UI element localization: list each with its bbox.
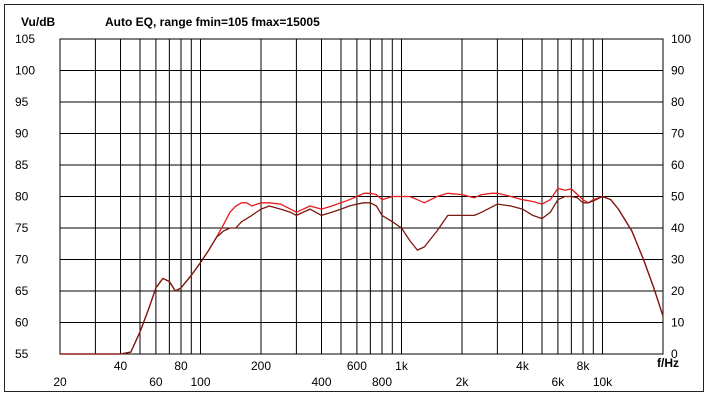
y-tick-label-left: 55 <box>15 347 29 361</box>
tick-labels: 55 60 65 70 75 80 85 90 95 100 105 0 10 20 30 40 50 60 70 8… <box>15 32 691 389</box>
chart-frame: 55 60 65 70 75 80 85 90 95 100 105 0 10 20 30 40 50 60 70 8… <box>4 4 704 392</box>
x-tick-label: 800 <box>372 375 392 389</box>
y-tick-label-left: 80 <box>15 190 29 204</box>
y-tick-label-left: 105 <box>15 32 35 46</box>
y-tick-label-right: 60 <box>671 158 685 172</box>
x-tick-label: 8k <box>577 359 591 373</box>
y-tick-label-left: 60 <box>15 316 29 330</box>
x-tick-label: 20 <box>53 375 67 389</box>
y-tick-label-right: 0 <box>671 347 678 361</box>
y-tick-label-right: 40 <box>671 221 685 235</box>
chart-title: Auto EQ, range fmin=105 fmax=15005 <box>105 15 320 29</box>
x-tick-label: 40 <box>114 359 128 373</box>
chart-svg: 55 60 65 70 75 80 85 90 95 100 105 0 10 20 30 40 50 60 70 8… <box>15 32 691 389</box>
y-tick-label-left: 75 <box>15 221 29 235</box>
x-tick-label: 1k <box>395 359 409 373</box>
x-tick-label: 10k <box>593 375 613 389</box>
x-axis-label: f/Hz <box>657 356 679 370</box>
series-line-a <box>60 187 664 355</box>
x-tick-label: 200 <box>251 359 271 373</box>
y-tick-label-right: 20 <box>671 284 685 298</box>
y-tick-label-right: 50 <box>671 190 685 204</box>
y-tick-label-right: 90 <box>671 64 685 78</box>
y-axis-label: Vu/dB <box>21 15 56 29</box>
y-tick-label-left: 85 <box>15 158 29 172</box>
y-tick-label-left: 65 <box>15 284 29 298</box>
x-tick-label: 80 <box>174 359 188 373</box>
y-tick-label-right: 30 <box>671 253 685 267</box>
x-tick-label: 6k <box>552 375 566 389</box>
series-lines <box>60 187 664 355</box>
x-tick-label: 4k <box>516 359 530 373</box>
y-tick-label-left: 70 <box>15 253 29 267</box>
series-line-b <box>60 195 664 355</box>
y-tick-label-left: 90 <box>15 127 29 141</box>
y-tick-label-right: 70 <box>671 127 685 141</box>
y-tick-label-right: 100 <box>671 32 691 46</box>
y-tick-label-left: 100 <box>15 64 35 78</box>
x-tick-label: 2k <box>456 375 470 389</box>
x-tick-label: 100 <box>190 375 210 389</box>
y-tick-label-right: 10 <box>671 316 685 330</box>
x-tick-label: 60 <box>149 375 163 389</box>
y-tick-label-right: 80 <box>671 95 685 109</box>
y-tick-label-left: 95 <box>15 95 29 109</box>
x-tick-label: 400 <box>311 375 331 389</box>
x-tick-label: 600 <box>347 359 367 373</box>
